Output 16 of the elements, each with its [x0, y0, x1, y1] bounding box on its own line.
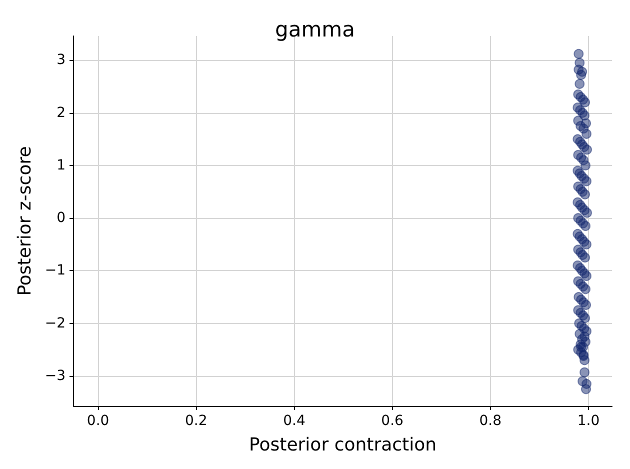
x-tick-label: 0.4 — [283, 413, 306, 429]
y-tick-label: 1 — [56, 157, 66, 174]
y-tick-label: 3 — [56, 52, 66, 68]
y-tick-label: −3 — [44, 368, 66, 384]
x-tick-label: 0.2 — [185, 413, 208, 429]
x-tick-label: 0.0 — [86, 413, 110, 429]
x-tick-label: 1.0 — [577, 413, 600, 429]
x-tick-label: 0.6 — [381, 413, 404, 429]
y-tick-label: 0 — [56, 210, 66, 226]
y-tick-label: −1 — [44, 262, 66, 279]
y-axis-title: Posterior z-score — [14, 146, 36, 296]
x-axis-title: Posterior contraction — [249, 434, 436, 456]
y-tick-label: 2 — [56, 104, 66, 121]
chart-title: gamma — [275, 18, 355, 42]
x-tick-label: 0.8 — [479, 413, 502, 429]
y-tick-label: −2 — [44, 315, 66, 332]
